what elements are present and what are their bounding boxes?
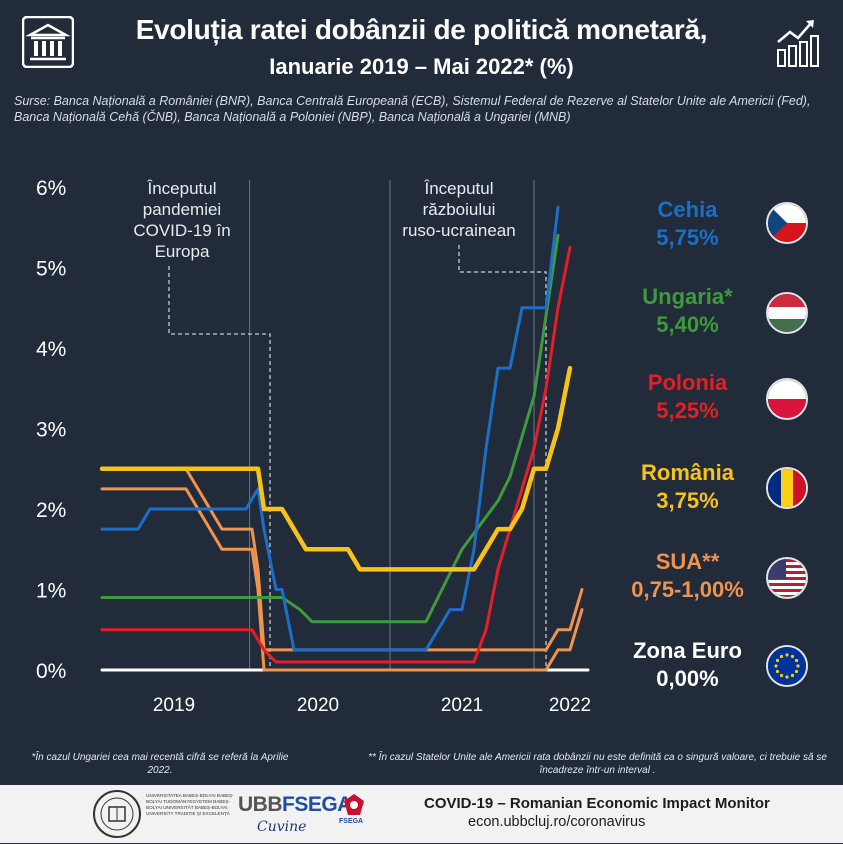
legend-name: Polonia	[647, 370, 728, 395]
annotation-text-line: Începutul	[424, 179, 494, 198]
legend-item: SUA** 0,75-1,00%	[600, 548, 775, 604]
legend-name: SUA**	[655, 549, 720, 574]
annotation-leader-line	[458, 245, 547, 670]
usa-flag-icon	[766, 557, 808, 599]
annotation-leader-line	[168, 266, 271, 670]
legend-value: 5,25%	[656, 398, 719, 423]
czech-flag-icon	[766, 202, 808, 244]
university-text: UNIVERSITATEA BABEȘ-BOLYAI BABEȘ-BOLYAI …	[146, 793, 234, 816]
signature-text: Cuvine	[257, 819, 307, 835]
legend-name: Ungaria*	[642, 284, 733, 309]
x-tick-label: 2021	[441, 695, 483, 716]
y-tick-label: 0%	[36, 660, 66, 683]
romania-flag-icon	[766, 467, 808, 509]
legend-value: 3,75%	[656, 488, 719, 513]
annotation-text-line: pandemiei	[143, 200, 221, 219]
legend-value: 0,00%	[656, 666, 719, 691]
series-line	[100, 205, 560, 652]
annotation-text-line: Europa	[155, 242, 210, 261]
legend-item: Cehia 5,75%	[600, 196, 775, 252]
sources-text: Surse: Banca Națională a României (BNR),…	[14, 94, 811, 124]
footer: UNIVERSITATEA BABEȘ-BOLYAI BABEȘ-BOLYAI …	[0, 785, 843, 843]
x-tick-label: 2020	[297, 695, 339, 716]
eu-flag-icon	[766, 645, 808, 687]
x-tick-label: 2019	[153, 695, 195, 716]
y-tick-label: 5%	[36, 258, 66, 281]
y-tick-label: 1%	[36, 580, 66, 603]
hungary-flag-icon	[766, 292, 808, 334]
university-seal-icon	[92, 789, 142, 839]
poland-flag-icon	[766, 378, 808, 420]
monitor-title: COVID-19 – Romanian Economic Impact Moni…	[424, 795, 770, 812]
legend-value: 0,75-1,00%	[631, 577, 744, 602]
series-line	[100, 487, 584, 672]
series-line	[100, 245, 572, 664]
legend-name: România	[641, 460, 734, 485]
legend-item: România 3,75%	[600, 459, 775, 515]
legend-item: Polonia 5,25%	[600, 369, 775, 425]
annotation-text-line: Începutul	[147, 179, 217, 198]
y-tick-label: 6%	[36, 177, 66, 200]
series-line	[99, 365, 573, 572]
fsega-emblem-icon	[342, 793, 366, 817]
y-tick-label: 2%	[36, 499, 66, 522]
legend-name: Zona Euro	[633, 638, 742, 663]
ubb-fsega-logo: UBBFSEGA	[238, 793, 352, 816]
legend-value: 5,75%	[656, 225, 719, 250]
y-tick-label: 4%	[36, 338, 66, 361]
fsega-small: FSEGA	[339, 818, 364, 825]
legend-value: 5,40%	[656, 312, 719, 337]
legend-item: Zona Euro 0,00%	[600, 637, 775, 693]
bank-building-icon	[21, 15, 75, 69]
note-usa: ** În cazul Statelor Unite ale Americii …	[368, 752, 827, 776]
monitor-url[interactable]: econ.ubbcluj.ro/coronavirus	[468, 814, 646, 830]
note-hungary: *În cazul Ungariei cea mai recentă cifră…	[31, 752, 289, 776]
growth-chart-icon	[772, 16, 824, 68]
series-line	[100, 467, 584, 652]
x-tick-label: 2022	[549, 695, 591, 716]
legend-name: Cehia	[657, 197, 718, 222]
y-tick-label: 3%	[36, 419, 66, 442]
annotation-text-line: COVID-19 în	[133, 221, 230, 240]
legend-item: Ungaria* 5,40%	[600, 283, 775, 339]
page-title: Evoluția ratei dobânzii de politică mone…	[135, 14, 708, 45]
page-subtitle: Ianuarie 2019 – Mai 2022* (%)	[269, 54, 574, 79]
annotation-text-line: ruso-ucrainean	[402, 221, 515, 240]
series-line	[100, 233, 560, 624]
annotation-text-line: războiului	[423, 200, 496, 219]
